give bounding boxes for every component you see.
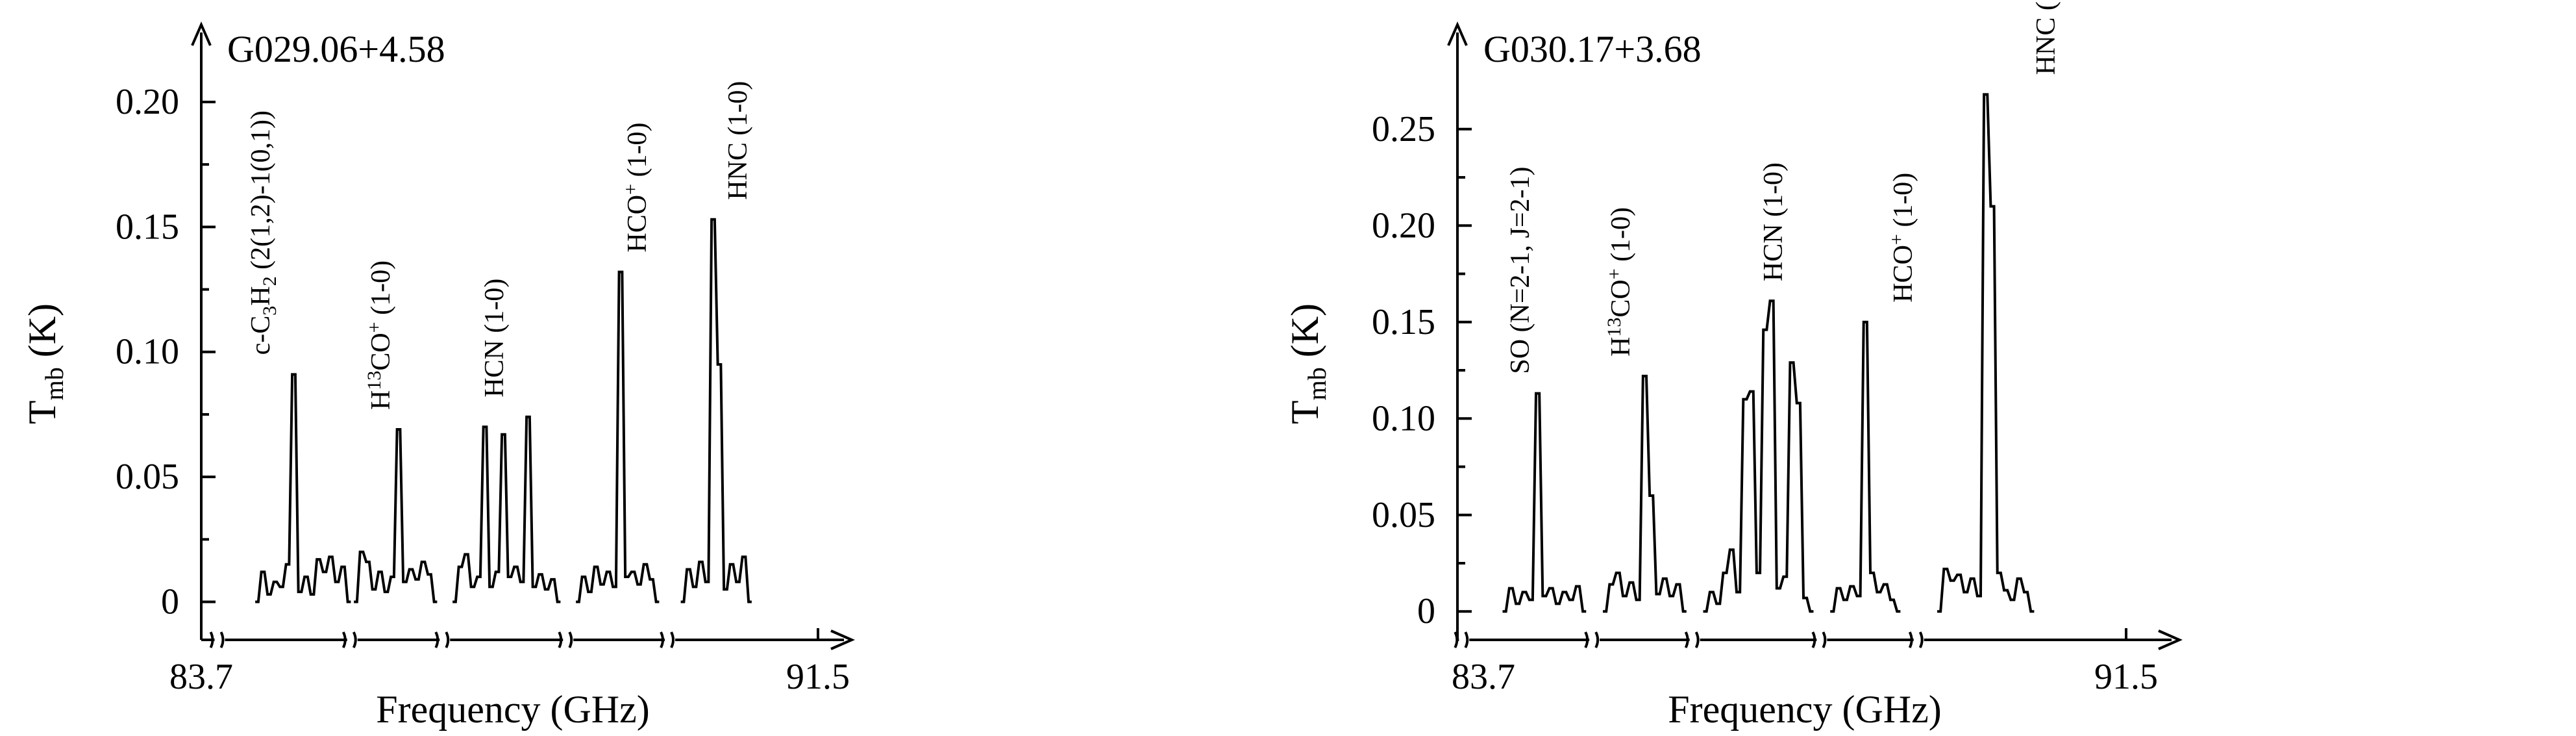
- line-label: HNC (1-0): [2031, 0, 2061, 75]
- spectrum-segment: [1703, 299, 1814, 613]
- axis-break-mark: [209, 631, 225, 648]
- x-tick-label-start: 83.7: [169, 657, 233, 697]
- y-tick-label: 0.20: [1372, 205, 1435, 246]
- x-tick-label-start: 83.7: [1452, 657, 1515, 697]
- y-tick-label: 0.10: [1372, 398, 1435, 438]
- x-axis-arrow: [830, 629, 855, 650]
- x-axis-arrow: [2158, 629, 2183, 650]
- y-tick-label: 0.10: [116, 332, 179, 372]
- line-label: HNC (1-0): [723, 81, 753, 200]
- x-tick-label-end: 91.5: [2094, 657, 2158, 697]
- spectrum-segment: [680, 218, 752, 603]
- line-label: H13CO+ (1-0): [1604, 207, 1636, 357]
- axis-break-mark: [660, 631, 675, 648]
- line-label: H13CO+ (1-0): [364, 260, 396, 410]
- chart-title: G029.06+4.58: [227, 28, 445, 70]
- y-tick-label: 0.15: [116, 207, 179, 247]
- axis-break-mark: [1454, 631, 1469, 648]
- y-tick-label: 0: [161, 582, 179, 622]
- line-label: HCO+ (1-0): [620, 123, 652, 253]
- spectrum-segment: [255, 373, 351, 603]
- y-axis-arrow: [1447, 21, 1468, 46]
- spectrum-segment: [354, 428, 438, 603]
- line-label: c-C3H2 (2(1,2)-1(0,1)): [246, 110, 280, 355]
- y-tick-label: 0: [1417, 591, 1435, 631]
- spectrum-segment: [452, 415, 561, 603]
- axis-break-mark: [1684, 631, 1700, 648]
- y-axis-arrow: [191, 21, 212, 46]
- spectrum-segment: [1937, 93, 2035, 613]
- y-tick-label: 0.15: [1372, 302, 1435, 342]
- axis-break-mark: [1584, 631, 1600, 648]
- axis-break-mark: [1908, 631, 1924, 648]
- spectrum-segment: [576, 270, 660, 603]
- axis-break-mark: [1811, 631, 1827, 648]
- x-tick-label-end: 91.5: [786, 657, 850, 697]
- spectrum-segment: [1830, 320, 1901, 613]
- axis-break-mark: [341, 631, 357, 648]
- y-tick-label: 0.05: [1372, 495, 1435, 535]
- line-label: HCN (1-0): [1759, 162, 1789, 281]
- chart-title: G030.17+3.68: [1483, 28, 1702, 70]
- y-axis-label: Tmb (K): [21, 303, 69, 424]
- chart-panel-right: 0 0.05 0.10 0.15 0.20 0.25 83.7 91.5 Frequency (…: [1283, 0, 2183, 731]
- x-axis-label: Frequency (GHz): [1668, 688, 1942, 731]
- y-tick-label: 0.05: [116, 457, 179, 497]
- y-tick-label: 0.20: [116, 82, 179, 122]
- y-tick-label: 0.25: [1372, 109, 1435, 149]
- y-axis-label: Tmb (K): [1283, 303, 1331, 424]
- x-axis-label: Frequency (GHz): [376, 688, 650, 731]
- axis-break-mark: [434, 631, 450, 648]
- chart-panel-left: 0 0.05 0.10 0.15 0.20 83.7 91.5 Frequency (GHz)…: [21, 21, 855, 731]
- spectrum-segment: [1502, 392, 1587, 613]
- line-label: SO (N=2-1, J=2-1): [1505, 166, 1535, 374]
- axis-break-mark: [558, 631, 573, 648]
- line-label: HCO+ (1-0): [1886, 173, 1918, 303]
- line-label: HCN (1-0): [480, 279, 510, 398]
- spectrum-segment: [1603, 374, 1687, 613]
